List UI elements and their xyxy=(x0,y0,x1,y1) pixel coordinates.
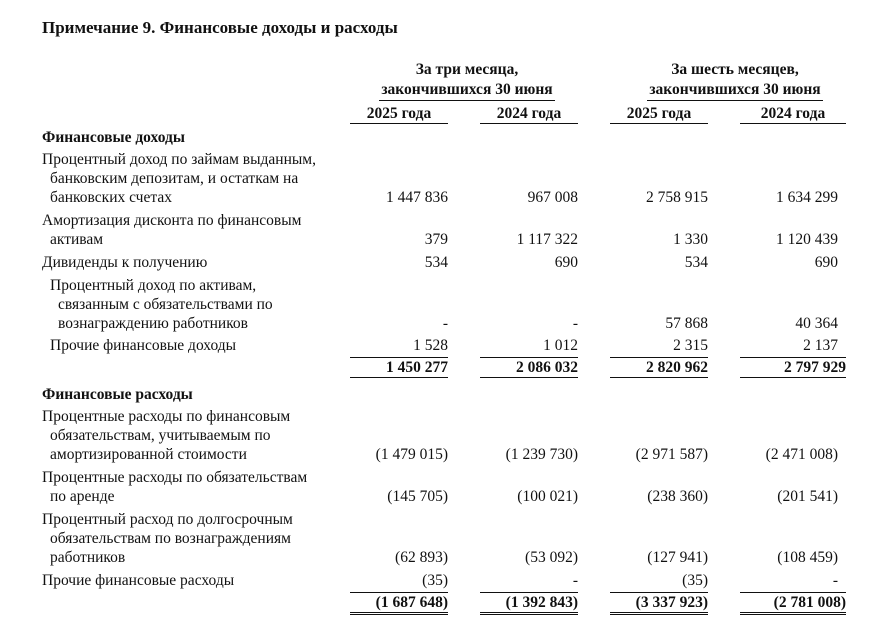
cell: - xyxy=(832,572,838,589)
cell: 1 120 439 xyxy=(776,231,838,248)
cell: 2 315 xyxy=(673,337,708,354)
row-label: вознаграждению работников xyxy=(58,315,249,332)
cell: - xyxy=(572,315,578,332)
cell: 2 758 915 xyxy=(646,189,708,206)
cell: 1 117 322 xyxy=(516,231,578,248)
header-line: закончившихся 30 июня xyxy=(379,80,555,101)
row-label: амортизированной стоимости xyxy=(50,446,247,463)
header-line: закончившихся 30 июня xyxy=(647,80,823,101)
cell: 57 868 xyxy=(665,315,708,332)
cell: (127 941) xyxy=(647,549,708,566)
cell: (100 021) xyxy=(517,488,578,505)
year-header: 2025 года xyxy=(610,104,708,124)
header-three-months: За три месяца, закончившихся 30 июня xyxy=(360,60,574,101)
cell: 690 xyxy=(554,254,578,271)
row-label: банковских счетах xyxy=(50,189,172,206)
header-line: За шесть месяцев, xyxy=(671,61,799,78)
row-label: связанным с обязательствами по xyxy=(58,296,273,313)
row-label: банковским депозитам, и остаткам на xyxy=(50,170,299,187)
row-label: Прочие финансовые расходы xyxy=(42,572,235,589)
cell: - xyxy=(572,572,578,589)
year-header: 2024 года xyxy=(480,104,578,124)
row-label: по аренде xyxy=(50,488,115,505)
cell: (1 479 015) xyxy=(375,446,448,463)
row-label: работников xyxy=(50,549,126,566)
table-row: Прочие финансовые расходы (35) - (35) - xyxy=(42,571,847,590)
header-six-months: За шесть месяцев, закончившихся 30 июня xyxy=(620,60,850,101)
cell: 1 012 xyxy=(543,337,578,354)
total-row-expenses: (1 687 648) (1 392 843) (3 337 923) (2 7… xyxy=(42,592,847,615)
cell: (145 705) xyxy=(387,488,448,505)
year-header: 2024 года xyxy=(740,104,846,124)
cell: 2 137 xyxy=(803,337,838,354)
total-cell: (2 781 008) xyxy=(740,592,846,615)
table-row: Процентный расход по долгосрочным обязате… xyxy=(42,510,847,567)
row-label: Процентный расход по долгосрочным xyxy=(42,511,293,528)
table-row: Амортизация дисконта по финансовым актива… xyxy=(42,211,847,249)
row-label: обязательствам, учитываемым по xyxy=(50,427,271,444)
total-cell: 2 820 962 xyxy=(610,357,708,378)
cell: (53 092) xyxy=(525,549,578,566)
cell: (1 239 730) xyxy=(505,446,578,463)
table-row: Процентный доход по займам выданным, банк… xyxy=(42,150,847,207)
cell: 690 xyxy=(814,254,838,271)
header-line: За три месяца, xyxy=(415,61,519,78)
table-row: Прочие финансовые доходы 1 528 1 012 2 3… xyxy=(42,336,847,355)
cell: (108 459) xyxy=(777,549,838,566)
cell: 1 330 xyxy=(673,231,708,248)
total-cell: (1 687 648) xyxy=(350,592,448,615)
table-row: Дивиденды к получению 534 690 534 690 xyxy=(42,253,847,272)
row-label: Процентные расходы по финансовым xyxy=(42,408,291,425)
cell: (35) xyxy=(682,572,708,589)
row-label: Прочие финансовые доходы xyxy=(50,337,237,354)
total-cell: 1 450 277 xyxy=(350,357,448,378)
cell: (35) xyxy=(422,572,448,589)
cell: (238 360) xyxy=(647,488,708,505)
cell: (2 471 008) xyxy=(765,446,838,463)
cell: - xyxy=(442,315,448,332)
total-cell: (1 392 843) xyxy=(480,592,578,615)
row-label: Процентные расходы по обязательствам xyxy=(42,469,308,486)
section-heading-expenses: Финансовые расходы xyxy=(42,386,193,403)
cell: (62 893) xyxy=(395,549,448,566)
row-label: активам xyxy=(50,231,104,248)
row-label: Процентный доход по займам выданным, xyxy=(42,151,316,168)
cell: 534 xyxy=(684,254,708,271)
page-title: Примечание 9. Финансовые доходы и расход… xyxy=(42,18,398,37)
cell: 967 008 xyxy=(527,189,578,206)
cell: 534 xyxy=(424,254,448,271)
total-row-income: 1 450 277 2 086 032 2 820 962 2 797 929 xyxy=(42,357,847,378)
cell: (2 971 587) xyxy=(635,446,708,463)
cell: 1 528 xyxy=(413,337,448,354)
table-row: Процентные расходы по финансовым обязател… xyxy=(42,407,847,464)
cell: 40 364 xyxy=(795,315,838,332)
row-label: Дивиденды к получению xyxy=(42,254,208,271)
table-row: Процентные расходы по обязательствам по а… xyxy=(42,468,847,506)
cell: 1 634 299 xyxy=(776,189,838,206)
row-label: Процентный доход по активам, xyxy=(50,277,257,294)
table-row: Процентный доход по активам, связанным с … xyxy=(42,276,847,333)
cell: 1 447 836 xyxy=(386,189,448,206)
row-label: обязательствам по вознаграждениям xyxy=(50,530,291,547)
total-cell: 2 086 032 xyxy=(480,357,578,378)
cell: (201 541) xyxy=(777,488,838,505)
section-heading-income: Финансовые доходы xyxy=(42,129,185,146)
year-header: 2025 года xyxy=(350,104,448,124)
row-label: Амортизация дисконта по финансовым xyxy=(42,212,302,229)
total-cell: (3 337 923) xyxy=(610,592,708,615)
cell: 379 xyxy=(424,231,448,248)
total-cell: 2 797 929 xyxy=(740,357,846,378)
